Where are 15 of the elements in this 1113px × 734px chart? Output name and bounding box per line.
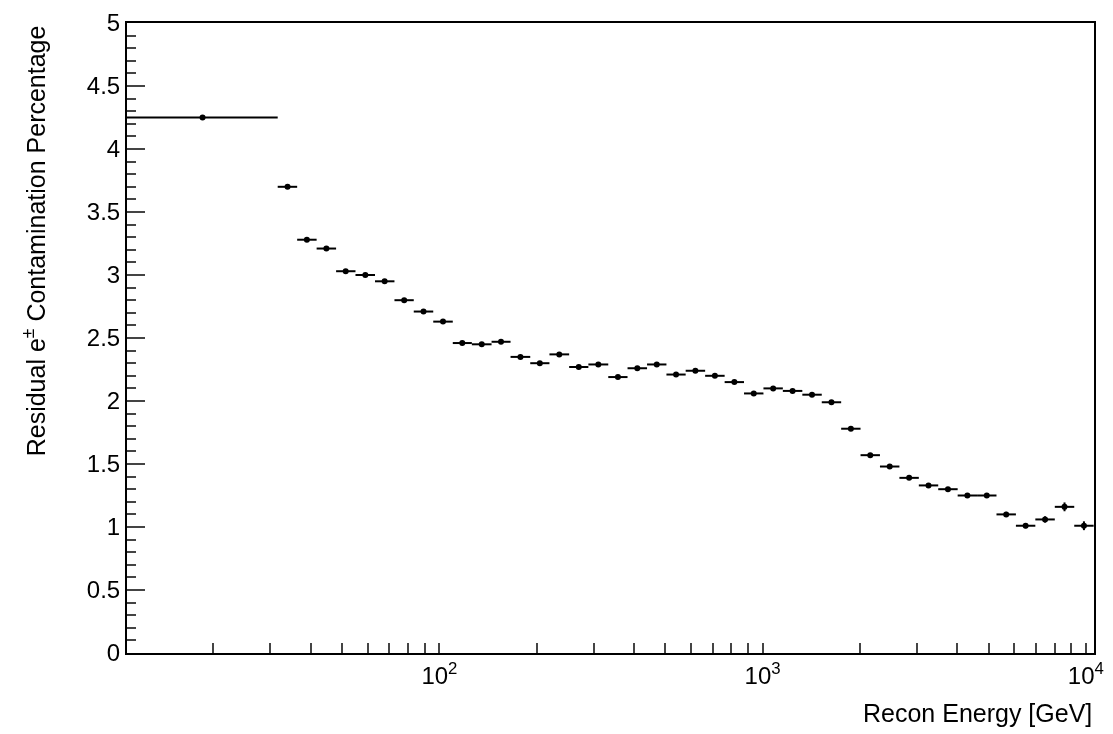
y-tick-label: 3: [106, 261, 121, 289]
y-tick-label: 2: [106, 387, 121, 415]
x-tick-label: 10$^{4}$: [1067, 658, 1104, 689]
y-tick-label: 3.5: [86, 198, 121, 226]
y-tick-label: 2.5: [86, 324, 121, 352]
y-tick-label: 1: [106, 513, 121, 541]
y-tick-label: 1.5: [86, 450, 121, 478]
y-tick-label: 4.5: [86, 72, 121, 100]
x-axis-title: Recon Energy [GeV]: [863, 699, 1093, 727]
y-tick-label: 0.5: [86, 576, 121, 604]
y-tick-label: 4: [106, 135, 121, 163]
x-tick-label: 10$^{3}$: [744, 658, 781, 689]
y-tick-label: 0: [106, 639, 121, 667]
y-tick-label: 5: [106, 9, 121, 37]
x-tick-label: 10$^{2}$: [421, 658, 458, 689]
